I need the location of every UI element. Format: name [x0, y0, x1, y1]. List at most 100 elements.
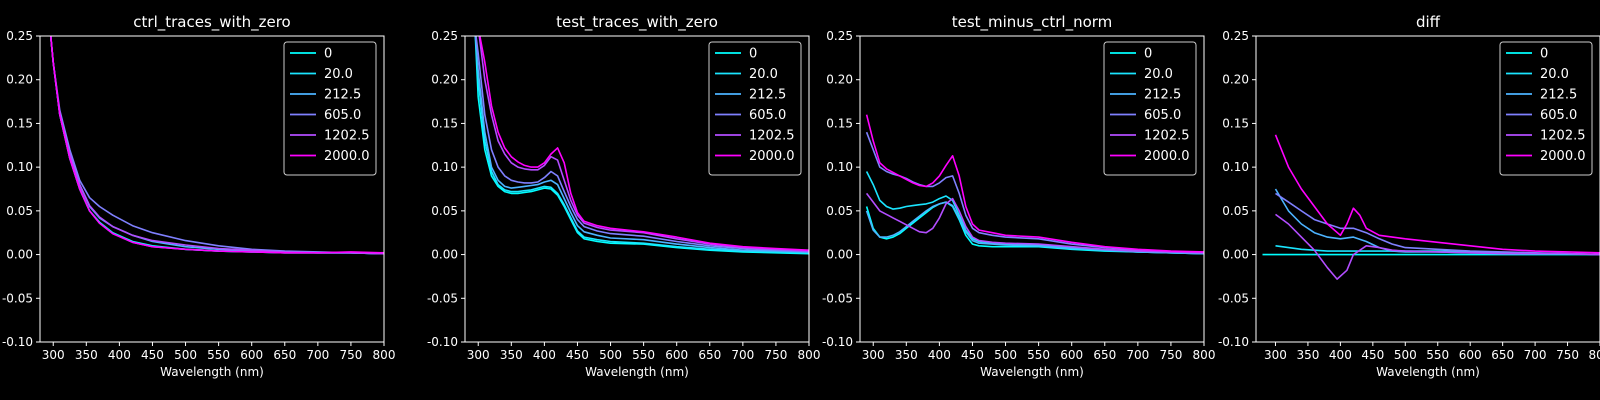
x-tick-label: 650	[1093, 348, 1116, 362]
chart-panel-1: ctrl_traces_with_zero 300 350 400 450 500 550 6…	[2, 13, 396, 379]
x-tick-label: 800	[1589, 348, 1600, 362]
series-line-0	[474, 36, 809, 255]
chart-panel-2: test_traces_with_zero 300 350 400 450 500 550 6…	[427, 13, 821, 379]
legend-entry: 1202.5	[1540, 129, 1586, 144]
legend-entry: 2000.0	[1144, 149, 1190, 164]
y-tick-label: 0.15	[6, 116, 33, 130]
series-line-605.0	[49, 36, 384, 255]
y-tick-label: 0.20	[1222, 73, 1249, 87]
x-tick-label: 500	[599, 348, 622, 362]
x-tick-label: 650	[698, 348, 721, 362]
x-tick-label: 500	[174, 348, 197, 362]
legend-entry: 1202.5	[324, 129, 370, 144]
x-tick-label: 750	[1556, 348, 1579, 362]
series-group	[49, 36, 384, 255]
y-tick-label: 0.25	[1222, 29, 1249, 43]
x-tick-label: 450	[1361, 348, 1384, 362]
y-tick-label: 0.05	[1222, 204, 1249, 218]
y-tick-label: 0.25	[431, 29, 458, 43]
y-tick-label: -0.10	[427, 335, 458, 349]
x-tick-label: 400	[108, 348, 131, 362]
series-line-2000.0	[479, 36, 809, 251]
x-tick-label: 350	[500, 348, 523, 362]
y-tick-label: 0.20	[826, 73, 853, 87]
plot-frame	[39, 35, 385, 343]
y-tick-label: 0.05	[6, 204, 33, 218]
x-tick-label: 300	[42, 348, 65, 362]
legend-entry: 2000.0	[749, 149, 795, 164]
chart-panel-3: test_minus_ctrl_norm 300 350 400 450 500 550 60…	[822, 13, 1216, 379]
legend-entry: 605.0	[324, 108, 361, 123]
y-tick-label: 0.05	[826, 204, 853, 218]
legend-entry: 605.0	[1540, 108, 1577, 123]
x-axis-label: Wavelength (nm)	[160, 365, 264, 379]
chart-title: diff	[1416, 13, 1441, 31]
x-tick-label: 800	[798, 348, 821, 362]
y-tick-label: 0.10	[6, 160, 33, 174]
legend-entry: 20.0	[749, 67, 778, 82]
y-tick-label: 0.20	[431, 73, 458, 87]
legend-box	[708, 41, 802, 176]
series-line-212.5	[1274, 188, 1600, 256]
legend-entry: 0	[749, 47, 757, 62]
legend-entry: 605.0	[1144, 108, 1181, 123]
series-line-2000.0	[49, 36, 384, 254]
x-tick-label: 750	[1159, 348, 1182, 362]
x-tick-label: 700	[1524, 348, 1547, 362]
plot-frame	[859, 35, 1205, 343]
series-line-20.0	[865, 171, 1204, 255]
y-tick-label: 0.15	[1222, 116, 1249, 130]
x-tick-label: 450	[566, 348, 589, 362]
legend-entry: 212.5	[749, 88, 786, 103]
legend-box	[1499, 41, 1593, 176]
x-tick-label: 600	[665, 348, 688, 362]
series-line-1202.5	[478, 36, 809, 252]
legend: 0 20.0 212.5 605.0 1202.5 2000.0	[1103, 41, 1197, 176]
x-tick-label: 400	[928, 348, 951, 362]
series-line-2000.0	[865, 114, 1204, 253]
series-group	[865, 114, 1204, 255]
series-line-212.5	[865, 201, 1204, 255]
legend-entry: 212.5	[1144, 88, 1181, 103]
x-tick-label: 600	[1060, 348, 1083, 362]
legend: 0 20.0 212.5 605.0 1202.5 2000.0	[708, 41, 802, 176]
legend-entry: 0	[1540, 47, 1548, 62]
legend-entry: 0	[324, 47, 332, 62]
y-tick-label: 0.00	[6, 248, 33, 262]
series-line-212.5	[474, 36, 809, 253]
x-tick-label: 350	[895, 348, 918, 362]
series-group	[474, 36, 809, 255]
series-line-20.0	[474, 36, 809, 254]
chart-title: test_traces_with_zero	[556, 13, 718, 32]
y-tick-label: 0.25	[6, 29, 33, 43]
y-tick-label: -0.05	[2, 291, 33, 305]
chart-title: test_minus_ctrl_norm	[952, 13, 1113, 32]
y-tick-label: 0.00	[1222, 248, 1249, 262]
legend-entry: 605.0	[749, 108, 786, 123]
series-line-1202.5	[865, 192, 1204, 254]
series-line-605.0	[475, 36, 809, 253]
x-tick-label: 600	[240, 348, 263, 362]
x-axis-label: Wavelength (nm)	[1376, 365, 1480, 379]
x-tick-label: 750	[339, 348, 362, 362]
chart-panel-4: diff 300 350 400 450 500 550 600 650 700 750 800 -0.…	[1218, 13, 1600, 379]
legend-entry: 2000.0	[324, 149, 370, 164]
x-tick-label: 650	[273, 348, 296, 362]
x-tick-label: 550	[1426, 348, 1449, 362]
legend-box	[1103, 41, 1197, 176]
x-tick-label: 450	[961, 348, 984, 362]
x-tick-label: 550	[207, 348, 230, 362]
x-tick-label: 500	[1394, 348, 1417, 362]
legend: 0 20.0 212.5 605.0 1202.5 2000.0	[1499, 41, 1593, 176]
y-tick-label: -0.10	[1218, 335, 1249, 349]
x-tick-label: 700	[1126, 348, 1149, 362]
y-tick-label: -0.05	[822, 291, 853, 305]
x-tick-label: 550	[632, 348, 655, 362]
y-tick-label: 0.15	[431, 116, 458, 130]
x-tick-label: 700	[731, 348, 754, 362]
x-tick-label: 400	[1329, 348, 1352, 362]
y-tick-label: 0.00	[431, 248, 458, 262]
x-tick-label: 300	[467, 348, 490, 362]
x-tick-label: 700	[306, 348, 329, 362]
